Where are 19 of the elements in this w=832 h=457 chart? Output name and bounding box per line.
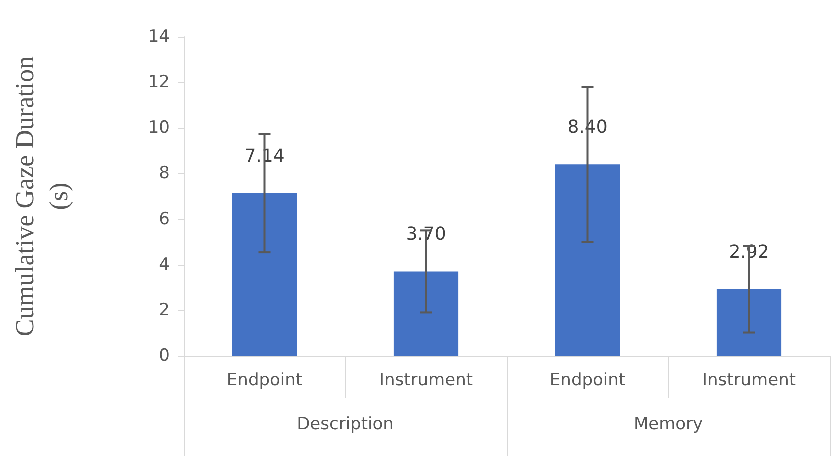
y-tick-label: 0 xyxy=(159,346,170,366)
x-tick-label: Instrument xyxy=(702,370,796,390)
y-tick-label: 12 xyxy=(148,72,170,93)
text: Description xyxy=(297,414,394,434)
y-tick-label: 2 xyxy=(159,300,170,320)
text: Memory xyxy=(634,414,704,434)
bar xyxy=(716,289,782,356)
x-tick-label: Endpoint xyxy=(226,370,303,390)
y-tick-label: 6 xyxy=(159,209,170,230)
y-tick-label: 10 xyxy=(148,118,170,138)
y-tick-label: 14 xyxy=(148,27,170,47)
bar xyxy=(555,164,620,356)
x-tick-label: Instrument xyxy=(379,370,474,390)
y-tick-label: 8 xyxy=(159,164,170,184)
y-axis-title: Cumulative Gaze Duration (s) xyxy=(10,56,74,337)
y-tick-label: 4 xyxy=(159,254,170,275)
bar xyxy=(232,193,298,356)
x-tick-label: Endpoint xyxy=(550,370,626,390)
bar xyxy=(394,272,459,356)
